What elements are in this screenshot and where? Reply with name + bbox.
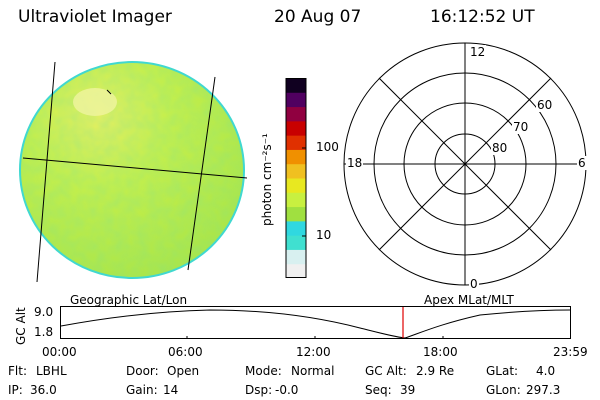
observation-date: 20 Aug 07	[274, 7, 362, 27]
gain-value: 14	[163, 383, 179, 397]
colorbar-segment	[286, 263, 306, 278]
mlt-label-12: 12	[469, 45, 487, 59]
gain-label: Gain:	[126, 383, 158, 397]
orbit-altitude-plot	[60, 306, 571, 339]
ip-label: IP:	[8, 383, 23, 397]
mlat-label-80: 80	[491, 141, 509, 155]
time-tick-1200: 12:00	[296, 345, 331, 359]
time-tick-0000: 00:00	[42, 345, 77, 359]
mode-value: Normal	[291, 364, 335, 378]
instrument-title: Ultraviolet Imager	[18, 7, 172, 27]
seq-label: Seq:	[365, 383, 392, 397]
altitude-tick-min: 1.8	[34, 325, 54, 339]
map-projection-label: Geographic Lat/Lon	[70, 293, 188, 307]
filter-label: Flt:	[8, 364, 27, 378]
colorbar-segment	[286, 163, 306, 179]
mlt-label-18: 18	[346, 156, 364, 170]
gc-alt-value: 2.9 Re	[416, 364, 455, 378]
mode-label: Mode:	[245, 364, 282, 378]
colorbar-segment	[286, 78, 306, 93]
longitude-line	[36, 61, 56, 283]
ip-value: 36.0	[30, 383, 57, 397]
latitude-line	[22, 157, 248, 179]
glat-label: GLat:	[486, 364, 519, 378]
colorbar-segment	[286, 192, 306, 208]
door-label: Door:	[126, 364, 159, 378]
colorbar-segment	[286, 106, 306, 122]
dsp-value: -0.0	[275, 383, 299, 397]
colorbar-segment	[286, 220, 306, 236]
mlt-label-0: 0	[469, 277, 479, 291]
time-tick-0600: 06:00	[168, 345, 203, 359]
glon-label: GLon:	[486, 383, 521, 397]
colorbar-segment	[286, 92, 306, 108]
colorbar-tick-100: 100	[316, 140, 339, 154]
altitude-curve	[60, 309, 571, 339]
time-tick-1800: 18:00	[423, 345, 458, 359]
altitude-axis-label: GC Alt	[14, 307, 28, 345]
gc-alt-label: GC Alt:	[365, 364, 407, 378]
intensity-colorbar	[285, 78, 307, 278]
polar-projection-label: Apex MLat/MLT	[424, 293, 514, 307]
time-tick-2359: 23:59	[553, 345, 588, 359]
glat-value: 4.0	[536, 364, 556, 378]
colorbar-segment	[286, 149, 306, 165]
observation-time: 16:12:52 UT	[430, 7, 535, 27]
colorbar-segment	[286, 120, 306, 136]
mlat-label-70: 70	[512, 120, 530, 134]
altitude-tick-max: 9.0	[34, 305, 54, 319]
mlat-label-60: 60	[536, 98, 554, 112]
colorbar-segment	[286, 235, 306, 250]
glon-value: 297.3	[526, 383, 561, 397]
dsp-label: Dsp:	[245, 383, 273, 397]
mlt-label-6: 6	[577, 156, 587, 170]
filter-value: LBHL	[36, 364, 67, 378]
seq-value: 39	[400, 383, 416, 397]
uv-disk-image	[19, 61, 248, 283]
colorbar-segment	[286, 178, 306, 193]
door-value: Open	[167, 364, 200, 378]
colorbar-segment	[286, 135, 306, 150]
colorbar-tick-10: 10	[316, 228, 332, 242]
polar-mlat-mlt-plot	[343, 42, 587, 286]
colorbar-unit-label: photon cm⁻²s⁻¹	[260, 133, 274, 226]
colorbar-segment	[286, 249, 306, 265]
colorbar-segment	[286, 206, 306, 222]
